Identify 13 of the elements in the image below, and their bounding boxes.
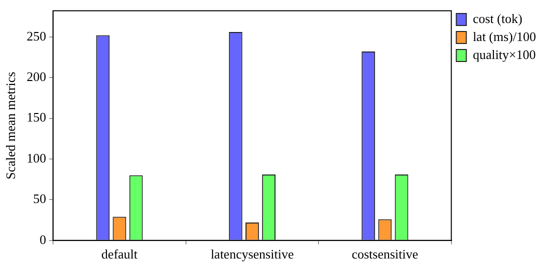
y-tick-label: 50 (33, 191, 46, 206)
x-tick-label: default (101, 246, 138, 262)
x-tick-label: costsensitive (352, 246, 418, 262)
legend-label: lat (ms)/100 (472, 28, 536, 44)
y-tick-label: 250 (26, 28, 46, 44)
legend-label: quality×100 (472, 46, 536, 62)
legend-label: cost (tok) (472, 10, 522, 26)
y-tick-label: 200 (26, 68, 46, 84)
y-axis-title: Scaled mean metrics (3, 72, 18, 180)
x-tick-label: latencysensitive (210, 246, 294, 262)
y-tick-label: 0 (40, 232, 46, 247)
y-tick-label: 100 (26, 150, 46, 166)
y-tick-label: 150 (26, 110, 46, 125)
